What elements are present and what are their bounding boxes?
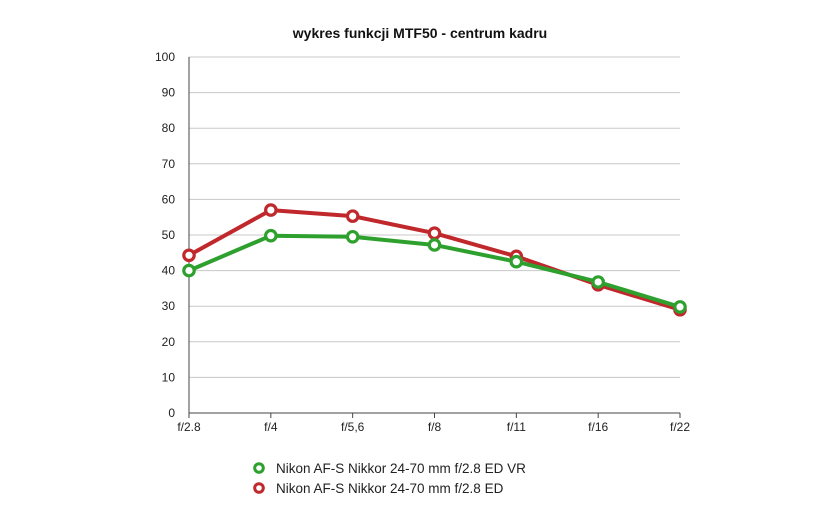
legend-label: Nikon AF-S Nikkor 24-70 mm f/2.8 ED xyxy=(276,480,504,496)
axes xyxy=(188,57,681,418)
data-point xyxy=(509,254,524,269)
x-tick-label: f/16 xyxy=(588,420,608,434)
series-line xyxy=(187,208,682,312)
data-point xyxy=(427,226,442,241)
legend-marker xyxy=(253,462,265,474)
chart-title: wykres funkcji MTF50 - centrum kadru xyxy=(292,25,548,41)
y-tick-label: 40 xyxy=(162,264,176,278)
tick-labels: 0 10 20 30 40 50 60 70 80 90 100 f/2.8 f/4 f/5,6 f/8 f/… xyxy=(155,50,690,434)
x-tick-label: f/5,6 xyxy=(341,420,365,434)
data-point xyxy=(427,238,442,252)
data-point xyxy=(345,209,360,223)
y-tick-label: 90 xyxy=(162,86,176,100)
series-group xyxy=(182,228,687,314)
legend-label: Nikon AF-S Nikkor 24-70 mm f/2.8 ED VR xyxy=(276,460,526,476)
y-tick-label: 20 xyxy=(162,335,176,349)
data-point xyxy=(591,275,605,289)
x-tick-label: f/22 xyxy=(670,420,690,434)
data-point xyxy=(264,203,278,217)
y-tick-label: 60 xyxy=(162,192,176,206)
legend-item: Nikon AF-S Nikkor 24-70 mm f/2.8 ED xyxy=(246,478,526,498)
data-point xyxy=(673,300,687,314)
data-point xyxy=(182,248,196,263)
y-tick-label: 70 xyxy=(162,157,176,171)
legend: Nikon AF-S Nikkor 24-70 mm f/2.8 ED VR Ni… xyxy=(246,458,526,498)
data-point xyxy=(345,229,360,244)
y-tick-label: 100 xyxy=(155,50,175,64)
data-point xyxy=(264,228,278,243)
data-point xyxy=(182,263,196,278)
x-tick-label: f/2.8 xyxy=(177,420,201,434)
y-tick-label: 0 xyxy=(168,406,175,420)
x-tick-label: f/11 xyxy=(507,420,526,434)
legend-marker xyxy=(253,482,265,494)
x-tick-label: f/4 xyxy=(264,420,278,434)
y-tick-label: 80 xyxy=(162,121,176,135)
legend-item: Nikon AF-S Nikkor 24-70 mm f/2.8 ED VR xyxy=(246,458,526,478)
y-tick-label: 10 xyxy=(162,370,176,384)
series-lines xyxy=(182,203,687,317)
gridlines xyxy=(189,56,680,378)
series-group xyxy=(182,203,687,317)
y-tick-label: 30 xyxy=(162,299,176,313)
y-tick-label: 50 xyxy=(162,228,176,242)
x-tick-label: f/8 xyxy=(428,420,442,434)
